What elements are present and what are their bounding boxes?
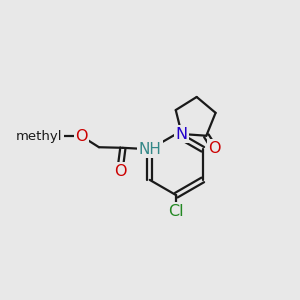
- Text: O: O: [75, 129, 88, 144]
- Text: O: O: [208, 141, 221, 156]
- Text: NH: NH: [138, 142, 161, 157]
- Text: N: N: [176, 127, 188, 142]
- Text: O: O: [114, 164, 127, 178]
- Text: Cl: Cl: [168, 204, 184, 219]
- Text: methyl: methyl: [16, 130, 62, 142]
